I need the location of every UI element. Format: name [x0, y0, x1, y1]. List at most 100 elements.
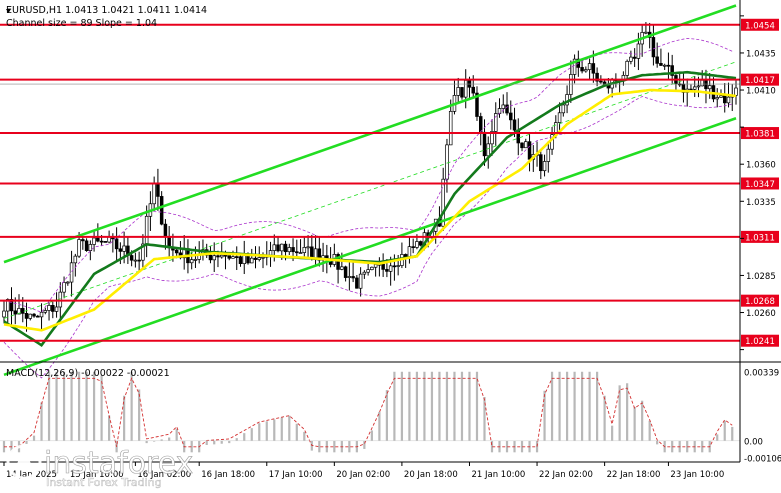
candle-body	[557, 112, 562, 123]
macd-bar	[671, 440, 674, 453]
time-tick-label: 15 Jan 10:00	[70, 470, 124, 480]
macd-bar	[130, 371, 133, 441]
macd-bar	[348, 440, 351, 453]
candle-body	[512, 119, 517, 131]
candle-body	[84, 240, 89, 251]
macd-bar	[423, 371, 426, 441]
macd-bar	[385, 390, 388, 441]
time-tick-label: 16 Jan 18:00	[201, 470, 255, 480]
candle-body	[36, 315, 40, 318]
price-tick-label: 1.0260	[746, 309, 776, 319]
price-tick-label: 1.0435	[746, 49, 776, 59]
macd-bar	[92, 371, 96, 441]
candle-body	[587, 63, 592, 70]
level-badge	[741, 230, 779, 243]
macd-bar	[573, 371, 576, 441]
channel-info: Channel size = 89 Slope = 1.04	[6, 18, 157, 29]
candle-body	[257, 257, 262, 260]
candle-body	[632, 56, 637, 59]
macd-bar	[415, 371, 419, 441]
candle-body	[216, 255, 220, 258]
candle-body	[47, 305, 51, 311]
candle-body	[306, 246, 310, 249]
macd-bar	[580, 371, 584, 441]
level-label: 1.0311	[745, 233, 775, 243]
moving-average-fast	[3, 88, 737, 332]
level-badge	[741, 294, 779, 307]
macd-bar	[160, 439, 163, 441]
candle-body	[189, 259, 194, 264]
macd-bar	[731, 426, 734, 441]
candle-body	[238, 256, 243, 264]
candle-body	[17, 308, 21, 315]
candle-body	[722, 95, 727, 104]
candle-body	[159, 196, 164, 225]
candle-body	[726, 96, 731, 104]
candle-body	[524, 141, 528, 149]
macd-bar	[648, 420, 651, 441]
time-tick-label: 23 Jan 10:00	[670, 470, 724, 480]
candle-body	[651, 37, 656, 58]
candle-body	[227, 255, 231, 259]
candle-body	[599, 80, 603, 83]
candle-body	[692, 86, 697, 90]
candle-body	[719, 95, 723, 98]
candle-body	[302, 246, 307, 253]
macd-bar	[108, 415, 111, 441]
time-tick-label: 20 Jan 18:00	[404, 470, 458, 480]
candle-body	[272, 244, 277, 251]
macd-bar	[370, 430, 373, 441]
level-label: 1.0241	[745, 337, 775, 347]
candle-body	[73, 255, 78, 264]
macd-bar	[318, 440, 321, 453]
candle-body	[418, 241, 423, 246]
level-badge	[741, 177, 779, 190]
candle-body	[208, 254, 213, 261]
candle-body	[704, 79, 708, 90]
axis-labels: 1.0435 1.0410 1.0360 1.0335 1.0285 1.0260 0.00…	[740, 15, 781, 465]
candle-body	[347, 276, 352, 278]
candle-body	[396, 265, 400, 267]
candle-body	[385, 269, 389, 272]
price-tick-label: 1.0410	[746, 87, 776, 97]
candle-body	[415, 241, 419, 248]
macd-layer	[0, 371, 740, 453]
candle-body	[392, 265, 397, 268]
candle-body	[662, 64, 667, 67]
macd-bar	[333, 440, 336, 453]
candle-body	[542, 161, 547, 172]
macd-bar	[596, 371, 599, 441]
candle-body	[501, 104, 506, 109]
macd-bar	[363, 440, 366, 449]
channel-middle	[3, 61, 737, 319]
macd-bar	[295, 423, 298, 441]
candle-body	[355, 277, 359, 289]
candle-body	[21, 308, 25, 314]
candle-body	[636, 43, 641, 59]
candle-body	[358, 273, 363, 289]
level-label: 1.0268	[745, 297, 775, 307]
macd-bar	[656, 440, 659, 445]
candle-body	[407, 246, 412, 258]
candle-body	[343, 266, 348, 278]
candle-body	[351, 276, 355, 279]
candle-body	[580, 67, 584, 72]
level-label: 1.0417	[745, 76, 775, 86]
candle-body	[234, 256, 239, 258]
candle-body	[103, 241, 108, 243]
candle-body	[494, 113, 498, 132]
candle-body	[242, 254, 246, 264]
macd-bar	[483, 396, 486, 441]
level-badge	[741, 334, 779, 347]
macd-bar	[70, 371, 73, 441]
candle-body	[43, 310, 48, 313]
level-label: 1.0381	[745, 130, 775, 140]
candle-body	[6, 299, 10, 312]
macd-bar	[62, 371, 66, 441]
macd-tick-label: 0.00339	[744, 368, 779, 378]
candle-body	[539, 154, 543, 172]
candle-body	[280, 243, 284, 252]
macd-bar	[558, 371, 561, 441]
macd-bar	[460, 371, 464, 441]
candle-body	[133, 259, 138, 262]
